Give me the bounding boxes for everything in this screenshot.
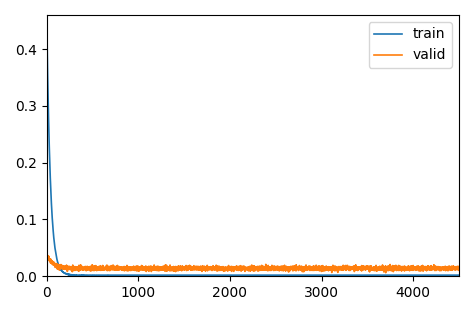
valid [434,268,440,272]
train [302,273,308,277]
valid [418,266,424,270]
valid [44,254,50,258]
train [418,273,424,277]
valid [93,266,99,270]
valid [416,269,422,273]
Line: valid: valid [47,255,459,273]
valid [44,253,50,257]
train [456,273,462,277]
train [416,273,422,277]
valid [302,267,308,271]
valid [202,266,208,270]
Legend: train, valid: train, valid [369,22,452,68]
train [79,273,84,277]
valid [383,271,389,275]
train [202,273,208,277]
train [93,273,99,277]
Line: train: train [47,18,459,275]
train [434,273,440,277]
train [44,16,50,20]
valid [456,266,462,269]
